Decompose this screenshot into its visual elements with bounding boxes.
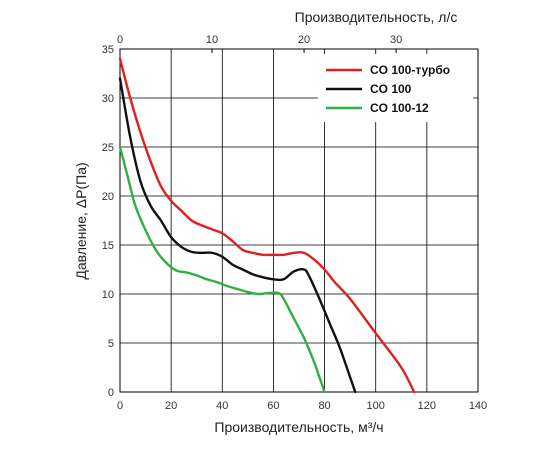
x-tick-label-2: 40 xyxy=(216,400,228,412)
series-line-1 xyxy=(118,77,357,394)
plot-frame xyxy=(119,48,479,393)
y-tick-label-1: 5 xyxy=(108,338,114,350)
x-tick-label-1: 20 xyxy=(165,400,177,412)
series-line-0 xyxy=(118,57,416,394)
y-tick-label-4: 20 xyxy=(102,191,114,203)
top-tick-label-1: 10 xyxy=(206,34,218,46)
legend-label-0: CO 100-турбо xyxy=(370,63,450,77)
x-tick-label-4: 80 xyxy=(318,400,330,412)
x-axis-ticks: 0 20 40 60 80 100 120 140 xyxy=(117,400,487,412)
y-tick-label-3: 15 xyxy=(102,240,114,252)
legend-label-1: CO 100 xyxy=(370,82,412,96)
y-tick-label-7: 35 xyxy=(102,44,114,56)
x-tick-label-5: 100 xyxy=(367,400,385,412)
top-axis-title: Производительность, л/с xyxy=(295,9,458,25)
x-tick-label-3: 60 xyxy=(267,400,279,412)
x-tick-label-6: 120 xyxy=(418,400,436,412)
series-line-2 xyxy=(118,145,326,394)
y-axis-ticks: 0 5 10 15 20 25 30 35 xyxy=(102,44,114,399)
y-tick-label-5: 25 xyxy=(102,142,114,154)
y-tick-label-6: 30 xyxy=(102,93,114,105)
y-axis-title: Давление, ΔP(Па) xyxy=(73,162,89,279)
y-tick-label-2: 10 xyxy=(102,289,114,301)
top-tick-label-0: 0 xyxy=(117,34,123,46)
top-axis-ticks: 0 10 20 30 xyxy=(117,34,402,53)
legend: CO 100-турбо CO 100 CO 100-12 xyxy=(326,63,450,115)
top-tick-label-3: 30 xyxy=(390,34,402,46)
x-tick-label-0: 0 xyxy=(117,400,123,412)
x-axis-title: Производительность, м³/ч xyxy=(214,419,383,435)
top-tick-label-2: 20 xyxy=(298,34,310,46)
y-tick-label-0: 0 xyxy=(108,387,114,399)
series-lines xyxy=(118,57,416,394)
x-tick-label-7: 140 xyxy=(469,400,487,412)
legend-label-2: CO 100-12 xyxy=(370,101,429,115)
